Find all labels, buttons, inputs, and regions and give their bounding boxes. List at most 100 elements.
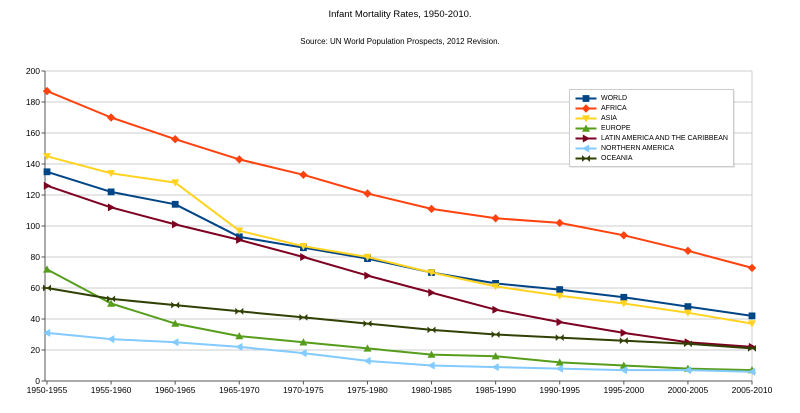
series-marker-europe [299,338,308,346]
series-marker-asia [427,269,436,277]
series-marker-europe [235,332,244,340]
africa-legend-icon [575,103,597,113]
series-marker-latin-america-and-the-caribbean [492,305,500,314]
series-marker-oceania [555,334,564,341]
y-tick-label: 80 [31,252,41,262]
series-marker-oceania [619,337,628,345]
x-tick-label: 2000-2005 [668,385,709,395]
legend-label: AFRICA [601,104,627,112]
series-marker-world [748,312,756,320]
legend-marker [582,94,590,102]
series-marker-oceania [235,307,244,315]
oceania-legend-icon [575,154,597,162]
europe-legend-icon [575,124,597,132]
y-tick-label: 40 [31,314,41,324]
northern-america-legend-icon [575,144,597,152]
series-marker-latin-america-and-the-caribbean [300,253,308,261]
series-marker-asia [299,243,308,251]
legend-marker [582,144,590,152]
series-marker-africa [42,86,52,96]
series-marker-asia [683,309,692,317]
series-marker-europe [427,350,436,358]
series-marker-oceania [491,331,500,338]
series-marker-asia [555,292,564,300]
series-marker-northern-america [748,367,756,376]
series-marker-world [43,168,51,176]
series-marker-europe [363,344,372,352]
series-marker-northern-america [107,335,115,344]
series-marker-africa [747,263,757,273]
legend-item-asia: ASIA [575,113,728,123]
y-tick-label: 140 [26,159,40,169]
legend-item-europe: EUROPE [575,123,728,133]
series-marker-asia [171,179,180,187]
series-marker-world [620,293,628,301]
legend-item-oceania: OCEANIA [575,153,728,163]
series-marker-africa [106,113,116,122]
y-tick-label: 60 [31,283,41,293]
series-marker-africa [299,170,308,179]
series-marker-asia [43,153,51,161]
series-marker-oceania [748,345,756,352]
series-marker-africa [235,155,244,164]
legend-item-northern-america: NORTHERN AMERICA [575,143,728,153]
series-marker-northern-america [171,338,179,347]
legend-label: LATIN AMERICA AND THE CARIBBEAN [601,134,728,142]
series-marker-northern-america [363,356,371,365]
legend-item-world: WORLD [575,93,728,103]
latin-america-and-the-caribbean-legend-icon [575,134,597,142]
legend: WORLD AFRICA ASIA EUROPE LATIN AMERICA AND T… [569,89,734,167]
series-marker-northern-america [491,363,499,372]
x-tick-label: 1985-1990 [475,385,516,395]
legend-label: EUROPE [601,124,631,132]
y-tick-label: 100 [26,221,40,231]
legend-marker [582,114,590,122]
series-marker-oceania [299,314,308,321]
series-marker-latin-america-and-the-caribbean [43,181,51,190]
y-tick-label: 200 [26,66,40,76]
legend-label: ASIA [601,114,617,122]
series-marker-northern-america [235,342,243,351]
series-marker-latin-america-and-the-caribbean [428,288,436,297]
series-marker-latin-america-and-the-caribbean [556,318,564,327]
x-tick-label: 1955-1960 [91,385,132,395]
series-marker-asia [235,227,244,235]
series-marker-europe [555,358,564,366]
series-marker-world [107,188,115,196]
x-tick-label: 1970-1975 [283,385,324,395]
series-marker-oceania [427,326,436,334]
series-marker-europe [491,352,500,360]
series-marker-africa [427,204,436,214]
x-tick-label: 1995-2000 [603,385,644,395]
y-tick-label: 160 [26,128,40,138]
series-marker-latin-america-and-the-caribbean [107,203,116,212]
series-line-oceania [46,287,753,350]
series-marker-northern-america [683,366,692,375]
series-marker-asia [491,283,500,291]
series-marker-africa [171,135,180,144]
series-marker-latin-america-and-the-caribbean [172,220,180,229]
x-tick-label: 1965-1970 [219,385,260,395]
series-line-northern-america [46,331,753,373]
legend-marker [582,154,590,162]
legend-marker [582,134,590,142]
series-marker-africa [619,231,628,240]
series-marker-europe [107,299,116,307]
legend-marker [581,103,591,113]
x-tick-label: 1980-1985 [411,385,452,395]
series-marker-northern-america [555,364,563,373]
series-marker-northern-america [43,328,51,337]
series-marker-asia [363,253,372,261]
y-tick-label: 180 [26,97,40,107]
series-marker-asia [107,170,116,178]
series-marker-latin-america-and-the-caribbean [236,235,244,244]
series-marker-oceania [363,320,372,327]
series-marker-asia [748,320,756,328]
legend-marker [582,124,590,132]
x-tick-label: 1990-1995 [539,385,580,395]
series-marker-oceania [43,284,51,292]
series-marker-latin-america-and-the-caribbean [620,328,628,337]
series-marker-oceania [171,301,180,309]
series-marker-asia [619,300,628,308]
